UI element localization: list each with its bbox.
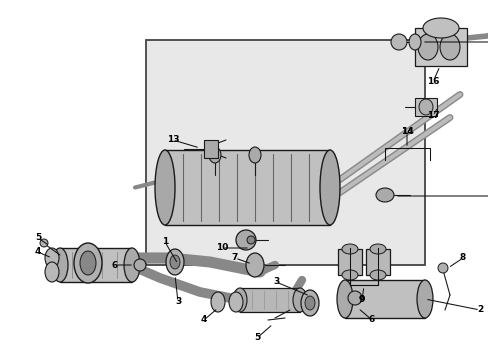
Bar: [60, 248, 132, 282]
Text: 14: 14: [400, 127, 412, 136]
Ellipse shape: [319, 150, 339, 225]
Text: 4: 4: [35, 248, 41, 256]
Bar: [240, 288, 299, 312]
Ellipse shape: [232, 288, 246, 312]
Ellipse shape: [124, 248, 140, 282]
Bar: [203, 140, 218, 158]
Ellipse shape: [74, 243, 102, 283]
Ellipse shape: [369, 244, 385, 254]
Text: 3: 3: [175, 297, 181, 306]
Ellipse shape: [408, 34, 420, 50]
Text: 16: 16: [426, 77, 438, 86]
Bar: [414, 98, 436, 116]
Ellipse shape: [422, 18, 458, 38]
Ellipse shape: [245, 253, 264, 277]
Text: 9: 9: [358, 296, 365, 305]
Ellipse shape: [336, 280, 352, 318]
Text: 5: 5: [253, 333, 260, 342]
Ellipse shape: [236, 230, 256, 250]
Ellipse shape: [301, 290, 318, 316]
Text: 3: 3: [272, 278, 279, 287]
Ellipse shape: [292, 288, 306, 312]
Ellipse shape: [134, 259, 146, 271]
Ellipse shape: [155, 150, 175, 225]
Ellipse shape: [228, 292, 243, 312]
Text: 1: 1: [162, 238, 168, 247]
Ellipse shape: [418, 99, 432, 115]
Bar: [146, 40, 424, 265]
Text: 9: 9: [358, 296, 365, 305]
Ellipse shape: [375, 188, 393, 202]
Ellipse shape: [210, 292, 224, 312]
Ellipse shape: [390, 34, 406, 50]
Text: 10: 10: [215, 243, 228, 252]
Bar: [365, 249, 389, 275]
Ellipse shape: [208, 147, 221, 163]
Ellipse shape: [246, 236, 254, 244]
Text: 8: 8: [459, 253, 465, 262]
Bar: [164, 150, 329, 225]
Ellipse shape: [341, 244, 357, 254]
Ellipse shape: [369, 270, 385, 280]
Ellipse shape: [45, 248, 59, 268]
Ellipse shape: [52, 248, 68, 282]
Text: 5: 5: [35, 234, 41, 243]
Bar: [337, 249, 361, 275]
Text: 14: 14: [400, 127, 412, 136]
Ellipse shape: [45, 262, 59, 282]
Ellipse shape: [40, 239, 48, 247]
Ellipse shape: [437, 263, 447, 273]
Text: 13: 13: [166, 135, 179, 144]
Text: 17: 17: [426, 112, 438, 121]
Ellipse shape: [80, 251, 96, 275]
Bar: [345, 280, 424, 318]
Text: 7: 7: [231, 253, 238, 262]
Text: 2: 2: [476, 306, 482, 315]
Bar: [414, 28, 466, 66]
Ellipse shape: [248, 147, 261, 163]
Ellipse shape: [305, 296, 314, 310]
Text: 4: 4: [201, 315, 207, 324]
Ellipse shape: [347, 291, 361, 305]
Ellipse shape: [417, 34, 437, 60]
Ellipse shape: [170, 255, 180, 269]
Ellipse shape: [439, 34, 459, 60]
Ellipse shape: [416, 280, 432, 318]
Text: 6: 6: [112, 261, 118, 270]
Ellipse shape: [341, 270, 357, 280]
Ellipse shape: [165, 249, 183, 275]
Text: 6: 6: [368, 315, 374, 324]
